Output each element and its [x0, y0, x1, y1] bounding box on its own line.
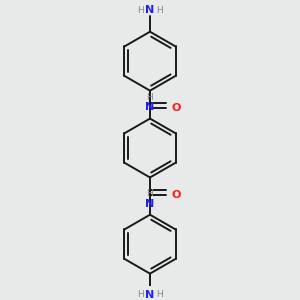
Text: H: H — [156, 6, 163, 15]
Text: N: N — [146, 290, 154, 300]
Text: H: H — [146, 93, 153, 102]
Text: H: H — [137, 290, 144, 299]
Text: O: O — [172, 103, 181, 113]
Text: N: N — [145, 199, 154, 208]
Text: H: H — [137, 6, 144, 15]
Text: H: H — [146, 189, 153, 198]
Text: N: N — [146, 5, 154, 15]
Text: N: N — [145, 102, 154, 112]
Text: O: O — [172, 190, 181, 200]
Text: H: H — [156, 290, 163, 299]
